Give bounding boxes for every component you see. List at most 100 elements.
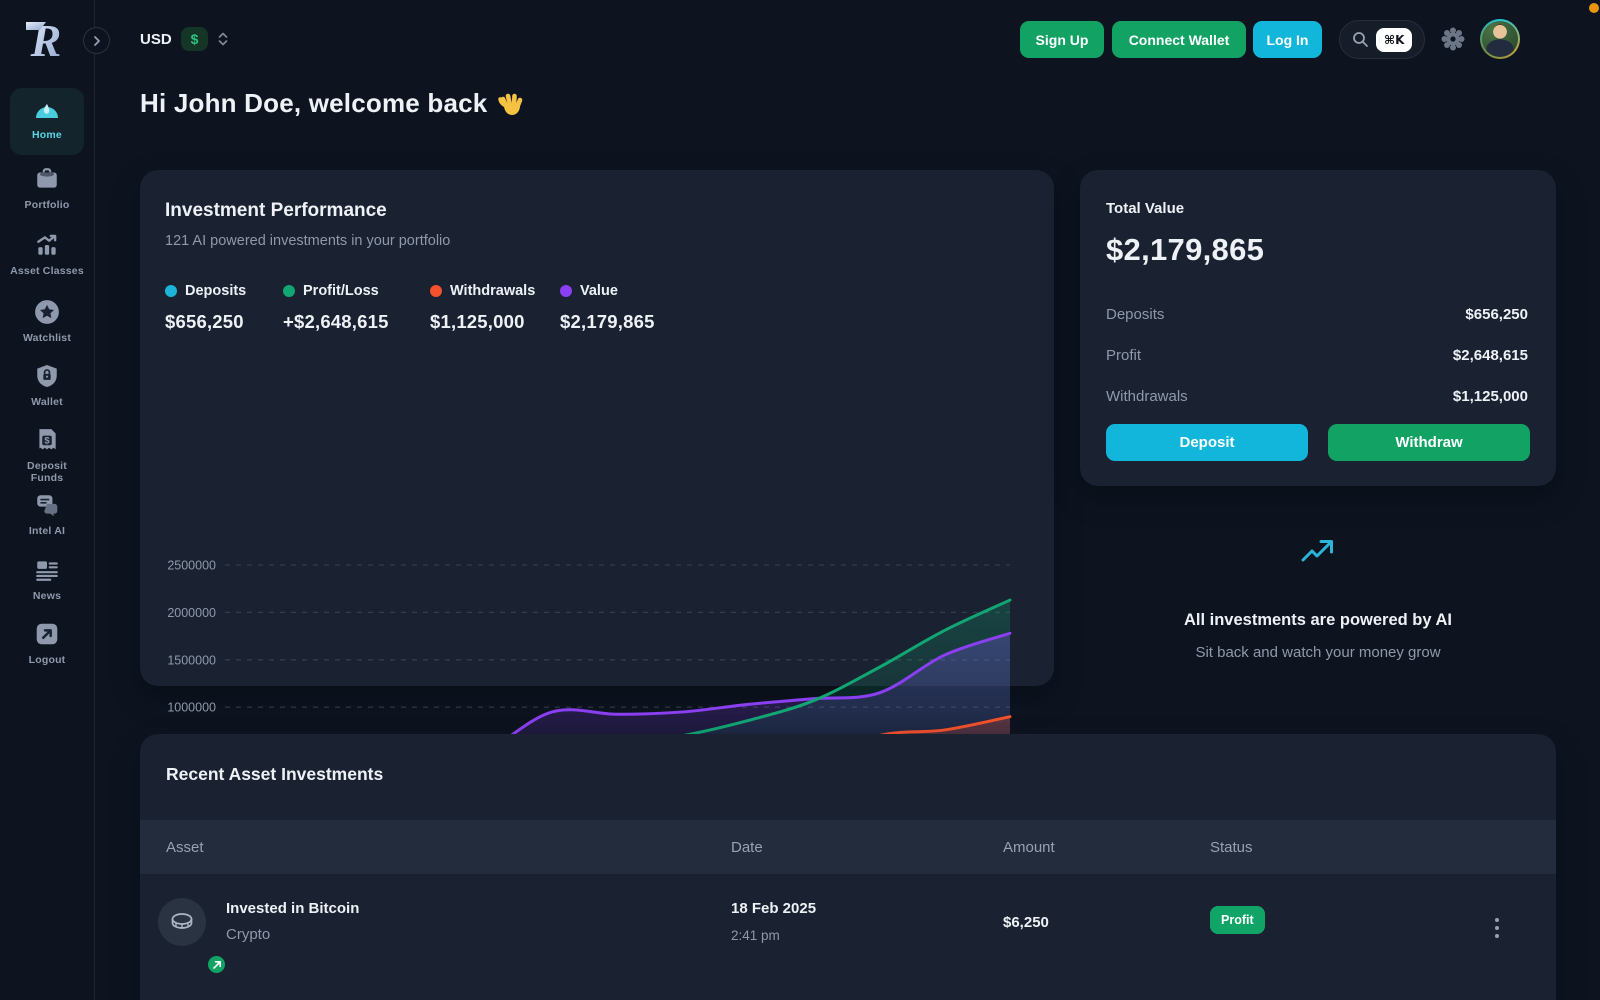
column-asset: Asset <box>166 838 204 856</box>
star-circle-icon <box>10 299 84 325</box>
column-date: Date <box>731 838 763 856</box>
sidebar-collapse-button[interactable] <box>83 27 110 54</box>
sidebar-item-label: Watchlist <box>22 332 72 344</box>
svg-text:2000000: 2000000 <box>167 606 216 620</box>
search-icon <box>1353 32 1368 47</box>
row-label: Withdrawals <box>1106 388 1188 405</box>
search-input[interactable]: ⌘K <box>1339 20 1425 59</box>
sidebar-item-label: Home <box>32 129 62 141</box>
profit-loss-total: +$2,648,615 <box>283 311 389 332</box>
recent-investments-card: Recent Asset Investments Asset Date Amou… <box>140 734 1556 1000</box>
home-gauge-icon <box>10 100 84 122</box>
app-logo[interactable]: R <box>20 14 72 66</box>
legend-label: Withdrawals <box>450 283 536 299</box>
keyboard-shortcut-badge: ⌘K <box>1376 27 1413 52</box>
currency-code: USD <box>140 30 172 48</box>
trending-up-icon <box>1301 540 1333 562</box>
svg-text:2500000: 2500000 <box>167 559 216 573</box>
value-total: $2,179,865 <box>560 311 655 332</box>
sidebar-item-wallet[interactable]: Wallet <box>10 363 84 408</box>
row-amount: $6,250 <box>1003 914 1049 931</box>
sidebar-item-news[interactable]: News <box>10 557 84 602</box>
sidebar-item-label: Deposit Funds <box>27 460 67 484</box>
legend-dot-profit <box>283 285 295 297</box>
chat-bubbles-icon <box>10 492 84 518</box>
greeting-text: Hi John Doe, welcome back <box>140 88 488 118</box>
user-avatar[interactable] <box>1480 19 1520 59</box>
log-in-button[interactable]: Log In <box>1253 21 1322 58</box>
sidebar-item-deposit-funds[interactable]: $ Deposit Funds <box>10 427 84 484</box>
sign-up-button[interactable]: Sign Up <box>1020 21 1104 58</box>
row-value: $2,648,615 <box>1452 347 1528 364</box>
sidebar-item-label: Portfolio <box>24 199 70 211</box>
ai-note-subtitle: Sit back and watch your money grow <box>1195 644 1441 661</box>
invest-up-badge <box>206 954 227 975</box>
row-value: $656,250 <box>1465 306 1528 323</box>
sidebar-item-label: Wallet <box>31 396 63 408</box>
briefcase-icon <box>10 166 84 192</box>
shield-lock-icon <box>10 363 84 389</box>
row-menu-button[interactable] <box>1488 908 1506 948</box>
performance-title: Investment Performance <box>165 200 387 221</box>
notification-dot <box>1589 3 1599 13</box>
legend-deposits: Deposits <box>165 283 246 299</box>
currency-selector[interactable]: USD $ <box>140 27 229 51</box>
wave-emoji-icon <box>498 93 523 115</box>
sidebar-item-home[interactable]: Home <box>10 88 84 155</box>
table-title: Recent Asset Investments <box>166 764 384 784</box>
sidebar-item-portfolio[interactable]: Portfolio <box>10 166 84 211</box>
table-row[interactable]: Invested in Bitcoin Crypto 18 Feb 2025 2… <box>140 874 1556 986</box>
currency-updown-icon <box>219 32 228 46</box>
withdraw-button[interactable]: Withdraw <box>1328 424 1530 461</box>
sidebar-item-asset-classes[interactable]: Asset Classes <box>10 232 84 277</box>
sidebar-item-watchlist[interactable]: Watchlist <box>10 299 84 344</box>
legend-withdrawals: Withdrawals <box>430 283 535 299</box>
page-title: Hi John Doe, welcome back <box>140 88 525 119</box>
legend-dot-withdrawals <box>430 285 442 297</box>
sidebar: R Home Portfolio Asset Classes Watchlist… <box>0 0 95 1000</box>
ai-note-section: All investments are powered by AI Sit ba… <box>1080 538 1556 661</box>
row-time: 2:41 pm <box>731 928 780 943</box>
total-value-title: Total Value <box>1106 200 1185 217</box>
ai-note-title: All investments are powered by AI <box>1183 611 1453 629</box>
total-value-amount: $2,179,865 <box>1106 232 1265 267</box>
sidebar-item-label: Logout <box>28 654 66 666</box>
row-date: 18 Feb 2025 <box>731 900 817 917</box>
chevron-right-icon <box>93 35 100 46</box>
column-amount: Amount <box>1003 838 1055 856</box>
deposits-total: $656,250 <box>165 311 244 332</box>
legend-dot-deposits <box>165 285 177 297</box>
summary-row-withdrawals: Withdrawals $1,125,000 <box>1106 388 1528 405</box>
logout-arrow-icon <box>10 621 84 647</box>
legend-label: Deposits <box>185 283 247 299</box>
deposit-button[interactable]: Deposit <box>1106 424 1308 461</box>
column-status: Status <box>1210 838 1253 856</box>
asset-avatar <box>158 898 227 975</box>
legend-label: Value <box>580 283 618 299</box>
asset-title: Invested in Bitcoin <box>226 900 360 917</box>
withdrawals-total: $1,125,000 <box>430 311 525 332</box>
svg-text:$: $ <box>44 435 50 445</box>
asset-category: Crypto <box>226 926 271 943</box>
sidebar-item-label: News <box>32 590 62 602</box>
sidebar-item-label: Intel AI <box>28 525 66 537</box>
table-header: Asset Date Amount Status <box>140 820 1556 874</box>
investment-performance-card: Investment Performance 121 AI powered in… <box>140 170 1054 831</box>
avatar-photo <box>1482 21 1518 57</box>
legend-dot-value <box>560 285 572 297</box>
sidebar-item-intel-ai[interactable]: Intel AI <box>10 492 84 537</box>
total-value-card: Total Value $2,179,865 Deposits $656,250… <box>1080 170 1556 486</box>
sidebar-item-label: Asset Classes <box>10 265 84 277</box>
status-badge: Profit <box>1210 906 1265 934</box>
summary-row-deposits: Deposits $656,250 <box>1106 306 1528 323</box>
chart-growth-icon <box>10 232 84 258</box>
legend-value: Value <box>560 283 618 299</box>
performance-subtitle: 121 AI powered investments in your portf… <box>165 233 451 249</box>
settings-gear-icon[interactable] <box>1440 26 1466 52</box>
svg-text:1000000: 1000000 <box>167 701 216 715</box>
sidebar-item-logout[interactable]: Logout <box>10 621 84 666</box>
connect-wallet-button[interactable]: Connect Wallet <box>1112 21 1246 58</box>
row-label: Profit <box>1106 347 1142 364</box>
news-feed-icon <box>10 557 84 583</box>
summary-row-profit: Profit $2,648,615 <box>1106 347 1528 364</box>
